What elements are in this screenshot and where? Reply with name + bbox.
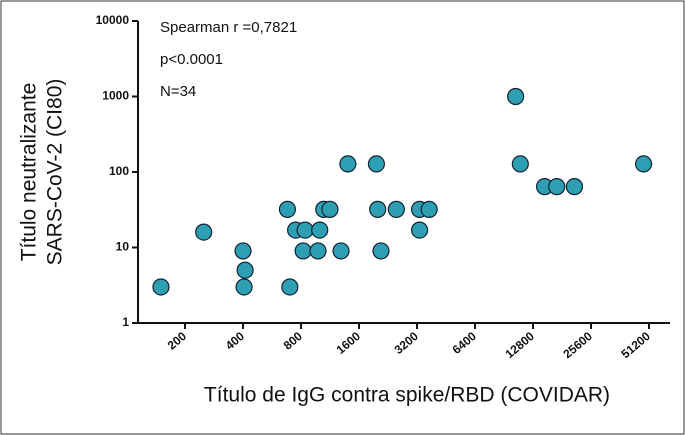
point [565, 178, 584, 196]
x-tick-label: 200 [165, 329, 190, 353]
y-tick-label: 100 [109, 164, 129, 178]
point [234, 242, 252, 260]
x-tick-label: 12800 [502, 329, 537, 361]
x-tick-label: 6400 [450, 329, 480, 357]
y-axis-label: Título neutralizante SARS-CoV-2 (CI80) [18, 79, 67, 266]
point [278, 200, 297, 218]
point [195, 223, 213, 241]
y-tick-label: 1000 [102, 89, 129, 103]
y-axis-label-line: Título neutralizante [18, 83, 41, 262]
x-tick-label: 400 [223, 329, 248, 353]
point [321, 200, 339, 218]
point [235, 278, 253, 296]
point [369, 200, 387, 218]
point [294, 242, 312, 260]
x-tick-label: 1600 [334, 329, 364, 357]
point [410, 221, 429, 239]
point [420, 200, 438, 218]
annotation: N=34 [160, 83, 196, 100]
x-tick-label: 800 [281, 329, 306, 353]
point [332, 242, 350, 260]
point [236, 261, 254, 279]
annotation: p<0.0001 [160, 51, 223, 68]
y-axis-label-line: SARS-CoV-2 (CI80) [44, 79, 67, 266]
point [339, 155, 357, 173]
x-tick-label: 25600 [560, 329, 595, 361]
point [511, 155, 529, 173]
point [152, 278, 170, 296]
point [507, 87, 525, 106]
point [387, 200, 405, 218]
x-tick-label: 51200 [618, 329, 653, 361]
y-tick-label: 1 [122, 315, 129, 329]
point [309, 242, 327, 260]
point [372, 242, 390, 260]
point [281, 278, 299, 296]
point [311, 221, 329, 239]
point [548, 178, 566, 196]
annotation: Spearman r =0,7821 [160, 19, 297, 36]
x-axis-label: Título de IgG contra spike/RBD (COVIDAR) [204, 384, 610, 407]
y-tick-label: 10000 [96, 13, 130, 27]
point [635, 155, 653, 173]
point [367, 155, 386, 173]
x-tick-label: 3200 [392, 329, 422, 357]
y-tick-label: 10 [116, 240, 130, 254]
point [296, 221, 314, 239]
